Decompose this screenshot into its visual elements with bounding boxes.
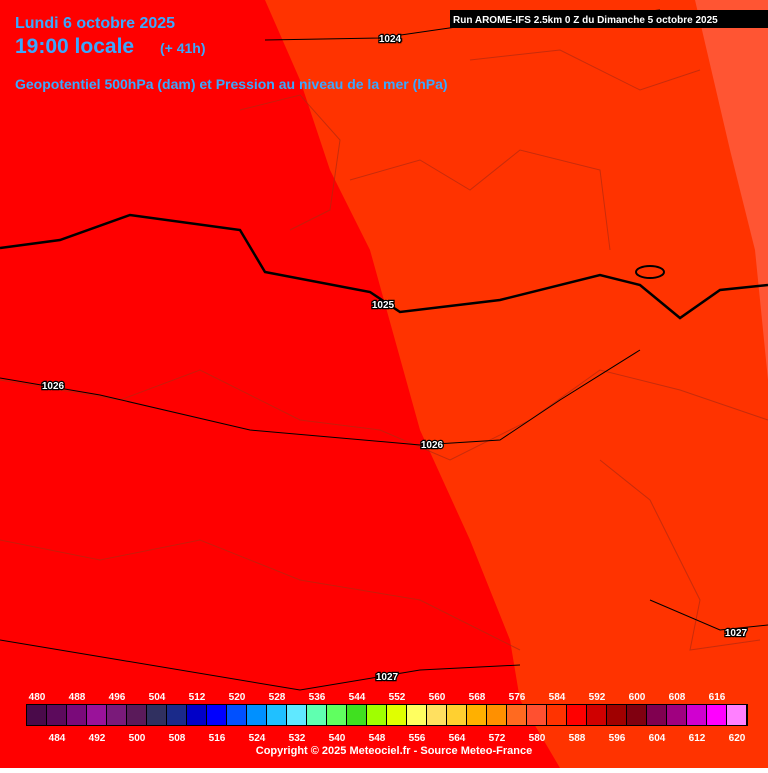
legend-swatch	[547, 705, 566, 725]
copyright: Copyright © 2025 Meteociel.fr - Source M…	[256, 745, 532, 757]
legend-swatch	[667, 705, 686, 725]
legend-swatch	[67, 705, 86, 725]
legend-label: 544	[349, 692, 366, 703]
legend-label: 596	[609, 733, 626, 744]
legend-label: 604	[649, 733, 666, 744]
legend-swatch	[507, 705, 526, 725]
legend-swatch	[127, 705, 146, 725]
legend-swatch	[307, 705, 326, 725]
legend-swatch	[627, 705, 646, 725]
legend-swatch	[587, 705, 606, 725]
legend-label: 560	[429, 692, 446, 703]
parameter: Geopotentiel 500hPa (dam) et Pression au…	[15, 76, 448, 92]
legend: 480 484 488 492 496 500 504 508 512 516 520 524 528 5…	[27, 692, 746, 744]
legend-label: 592	[589, 692, 606, 703]
isobar-label: 1025	[372, 300, 395, 311]
borders	[0, 49, 768, 651]
legend-swatch	[707, 705, 726, 725]
legend-label: 520	[229, 692, 246, 703]
legend-swatch	[167, 705, 186, 725]
legend-label: 528	[269, 692, 286, 703]
legend-label: 564	[449, 733, 466, 744]
legend-swatch	[367, 705, 386, 725]
legend-label: 532	[289, 733, 306, 744]
legend-label: 580	[529, 733, 546, 744]
isobar-label: 1026	[421, 440, 444, 451]
legend-label: 600	[629, 692, 646, 703]
legend-label: 508	[169, 733, 186, 744]
legend-label: 496	[109, 692, 126, 703]
legend-swatch	[527, 705, 546, 725]
legend-swatch	[287, 705, 306, 725]
legend-label: 516	[209, 733, 226, 744]
legend-swatch	[327, 705, 346, 725]
legend-label: 540	[329, 733, 346, 744]
legend-swatch	[427, 705, 446, 725]
field-588	[0, 0, 560, 768]
legend-swatch	[727, 705, 746, 725]
legend-label: 620	[729, 733, 746, 744]
lead: (+ 41h)	[160, 40, 206, 56]
legend-swatch	[687, 705, 706, 725]
legend-swatch	[447, 705, 466, 725]
legend-label: 500	[129, 733, 146, 744]
run-banner	[450, 10, 768, 28]
legend-label: 512	[189, 692, 206, 703]
legend-label: 536	[309, 692, 326, 703]
legend-label: 552	[389, 692, 406, 703]
legend-swatch	[247, 705, 266, 725]
legend-swatch	[47, 705, 66, 725]
legend-swatch	[227, 705, 246, 725]
legend-swatch	[607, 705, 626, 725]
legend-swatch	[647, 705, 666, 725]
isobar-label: 1027	[725, 628, 748, 639]
legend-swatch	[207, 705, 226, 725]
legend-swatch	[567, 705, 586, 725]
isobar-labels: 1024 1025 1026 1026 1027 1027	[41, 33, 749, 685]
time: 19:00 locale	[15, 35, 134, 58]
isobar-label: 1027	[376, 672, 399, 683]
legend-swatch	[387, 705, 406, 725]
legend-label: 504	[149, 692, 166, 703]
legend-label: 588	[569, 733, 586, 744]
legend-label: 568	[469, 692, 486, 703]
legend-label: 480	[29, 692, 46, 703]
legend-label: 556	[409, 733, 426, 744]
legend-label: 576	[509, 692, 526, 703]
legend-label: 488	[69, 692, 86, 703]
legend-label: 548	[369, 733, 386, 744]
legend-swatch	[407, 705, 426, 725]
run-info: Run AROME-IFS 2.5km 0 Z du Dimanche 5 oc…	[453, 15, 718, 26]
legend-label: 572	[489, 733, 506, 744]
legend-label: 584	[549, 692, 566, 703]
legend-swatch	[467, 705, 486, 725]
date: Lundi 6 octobre 2025	[15, 15, 175, 32]
isobar-label: 1024	[379, 34, 402, 45]
legend-swatch	[107, 705, 126, 725]
legend-label: 612	[689, 733, 706, 744]
legend-swatch	[347, 705, 366, 725]
legend-swatch	[147, 705, 166, 725]
legend-label: 524	[249, 733, 266, 744]
legend-label: 616	[709, 692, 726, 703]
legend-label: 492	[89, 733, 106, 744]
legend-swatch	[267, 705, 286, 725]
legend-label: 608	[669, 692, 686, 703]
field-580	[695, 0, 768, 380]
legend-swatch	[487, 705, 506, 725]
legend-swatch	[87, 705, 106, 725]
legend-swatch	[27, 705, 46, 725]
legend-swatch	[187, 705, 206, 725]
isobar-label: 1026	[42, 381, 65, 392]
legend-label: 484	[49, 733, 66, 744]
